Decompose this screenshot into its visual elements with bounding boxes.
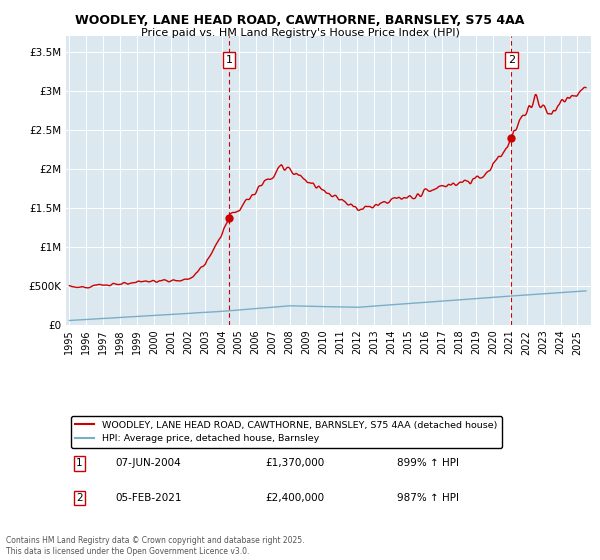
Legend: WOODLEY, LANE HEAD ROAD, CAWTHORNE, BARNSLEY, S75 4AA (detached house), HPI: Ave: WOODLEY, LANE HEAD ROAD, CAWTHORNE, BARN… <box>71 416 502 448</box>
Text: 987% ↑ HPI: 987% ↑ HPI <box>397 493 459 503</box>
Text: £2,400,000: £2,400,000 <box>265 493 325 503</box>
Text: 07-JUN-2004: 07-JUN-2004 <box>116 458 182 468</box>
Text: 1: 1 <box>76 458 82 468</box>
Text: 1: 1 <box>226 55 233 65</box>
Text: Price paid vs. HM Land Registry's House Price Index (HPI): Price paid vs. HM Land Registry's House … <box>140 28 460 38</box>
Text: 2: 2 <box>76 493 82 503</box>
Text: 899% ↑ HPI: 899% ↑ HPI <box>397 458 459 468</box>
Text: Contains HM Land Registry data © Crown copyright and database right 2025.
This d: Contains HM Land Registry data © Crown c… <box>6 536 305 556</box>
Text: 2: 2 <box>508 55 515 65</box>
Text: 05-FEB-2021: 05-FEB-2021 <box>116 493 182 503</box>
Text: £1,370,000: £1,370,000 <box>265 458 325 468</box>
Text: WOODLEY, LANE HEAD ROAD, CAWTHORNE, BARNSLEY, S75 4AA: WOODLEY, LANE HEAD ROAD, CAWTHORNE, BARN… <box>76 14 524 27</box>
